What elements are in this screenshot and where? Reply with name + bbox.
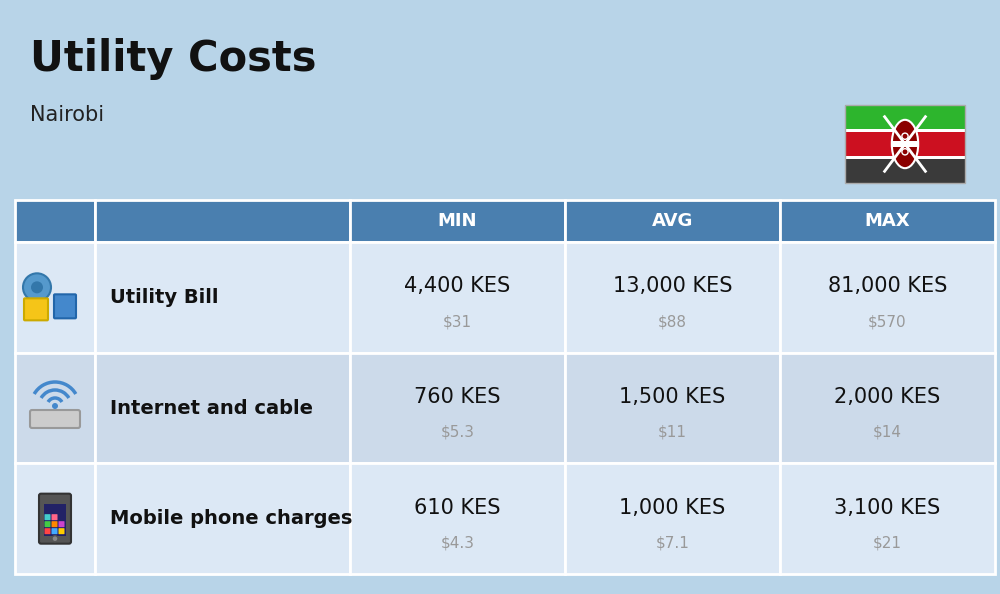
FancyBboxPatch shape xyxy=(845,105,965,131)
Text: 1,500 KES: 1,500 KES xyxy=(619,387,726,407)
Text: 4,400 KES: 4,400 KES xyxy=(404,276,511,296)
Circle shape xyxy=(902,148,908,155)
FancyBboxPatch shape xyxy=(892,141,918,147)
FancyBboxPatch shape xyxy=(780,463,995,574)
Text: $31: $31 xyxy=(443,314,472,329)
Text: 81,000 KES: 81,000 KES xyxy=(828,276,947,296)
Text: AVG: AVG xyxy=(652,212,693,230)
Circle shape xyxy=(31,282,43,293)
FancyBboxPatch shape xyxy=(44,504,66,536)
Text: 13,000 KES: 13,000 KES xyxy=(613,276,732,296)
FancyBboxPatch shape xyxy=(565,463,780,574)
Circle shape xyxy=(23,273,51,301)
FancyBboxPatch shape xyxy=(30,410,80,428)
Text: 1,000 KES: 1,000 KES xyxy=(619,498,726,517)
FancyBboxPatch shape xyxy=(565,200,780,242)
FancyBboxPatch shape xyxy=(39,494,71,544)
FancyBboxPatch shape xyxy=(44,514,50,520)
FancyBboxPatch shape xyxy=(565,353,780,463)
FancyBboxPatch shape xyxy=(15,200,95,242)
Text: $11: $11 xyxy=(658,425,687,440)
FancyBboxPatch shape xyxy=(58,521,64,527)
FancyBboxPatch shape xyxy=(845,156,965,159)
Text: 610 KES: 610 KES xyxy=(414,498,501,517)
FancyBboxPatch shape xyxy=(15,353,95,463)
Text: 3,100 KES: 3,100 KES xyxy=(834,498,941,517)
FancyBboxPatch shape xyxy=(780,353,995,463)
FancyBboxPatch shape xyxy=(95,463,350,574)
FancyBboxPatch shape xyxy=(15,463,95,574)
FancyBboxPatch shape xyxy=(44,528,50,534)
FancyBboxPatch shape xyxy=(24,298,48,320)
FancyBboxPatch shape xyxy=(780,200,995,242)
FancyBboxPatch shape xyxy=(58,528,64,534)
FancyBboxPatch shape xyxy=(845,157,965,183)
FancyBboxPatch shape xyxy=(350,353,565,463)
Text: MIN: MIN xyxy=(438,212,477,230)
FancyBboxPatch shape xyxy=(845,129,965,132)
FancyBboxPatch shape xyxy=(350,463,565,574)
Text: 760 KES: 760 KES xyxy=(414,387,501,407)
Text: $7.1: $7.1 xyxy=(656,536,689,551)
Text: $21: $21 xyxy=(873,536,902,551)
Text: Mobile phone charges: Mobile phone charges xyxy=(110,509,352,528)
Circle shape xyxy=(52,403,58,409)
FancyBboxPatch shape xyxy=(350,200,565,242)
Ellipse shape xyxy=(892,120,918,168)
FancyBboxPatch shape xyxy=(52,521,58,527)
Text: Nairobi: Nairobi xyxy=(30,105,104,125)
Text: $5.3: $5.3 xyxy=(440,425,475,440)
Text: $4.3: $4.3 xyxy=(440,536,475,551)
Text: Utility Bill: Utility Bill xyxy=(110,288,218,307)
FancyBboxPatch shape xyxy=(95,200,350,242)
FancyBboxPatch shape xyxy=(95,353,350,463)
FancyBboxPatch shape xyxy=(44,521,50,527)
Text: Utility Costs: Utility Costs xyxy=(30,38,316,80)
Text: $14: $14 xyxy=(873,425,902,440)
Text: 2,000 KES: 2,000 KES xyxy=(834,387,941,407)
Circle shape xyxy=(52,536,58,542)
Text: $570: $570 xyxy=(868,314,907,329)
Circle shape xyxy=(902,133,908,140)
FancyBboxPatch shape xyxy=(15,242,95,353)
FancyBboxPatch shape xyxy=(95,242,350,353)
FancyBboxPatch shape xyxy=(52,528,58,534)
Text: Internet and cable: Internet and cable xyxy=(110,399,313,418)
FancyBboxPatch shape xyxy=(350,242,565,353)
FancyBboxPatch shape xyxy=(54,295,76,318)
FancyBboxPatch shape xyxy=(780,242,995,353)
FancyBboxPatch shape xyxy=(565,242,780,353)
Text: $88: $88 xyxy=(658,314,687,329)
FancyBboxPatch shape xyxy=(52,514,58,520)
FancyBboxPatch shape xyxy=(845,131,965,157)
Text: MAX: MAX xyxy=(865,212,910,230)
